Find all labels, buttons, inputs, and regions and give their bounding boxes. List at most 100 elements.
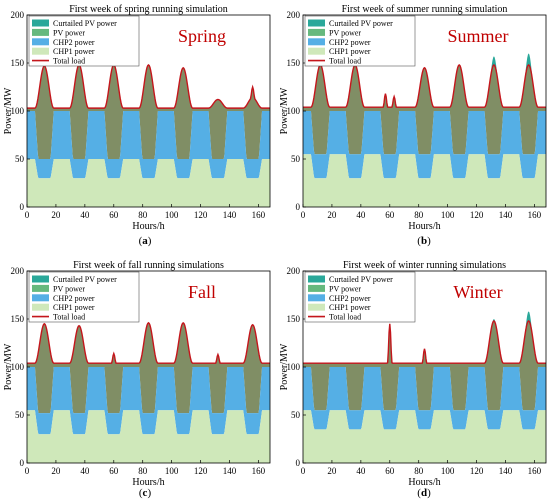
- y-tick-label: 100: [11, 106, 25, 116]
- chp2-power-area: [303, 111, 546, 179]
- legend-swatch: [308, 275, 325, 283]
- legend-label: Total load: [329, 57, 361, 66]
- x-tick-label: 160: [528, 466, 542, 476]
- legend-label: Total load: [53, 313, 85, 322]
- legend-swatch: [308, 19, 325, 27]
- legend-swatch: [32, 303, 49, 311]
- legend-swatch: [308, 28, 325, 36]
- x-tick-label: 0: [25, 466, 30, 476]
- y-tick-label: 50: [291, 410, 301, 420]
- chart-title: First week of fall running simulations: [73, 260, 224, 271]
- y-tick-label: 150: [287, 314, 301, 324]
- legend-swatch: [32, 19, 49, 27]
- chart-title: First week of spring running simulation: [69, 4, 228, 15]
- panel-label: (d): [417, 487, 431, 499]
- y-tick-label: 150: [287, 58, 301, 68]
- y-tick-label: 150: [11, 58, 25, 68]
- x-tick-label: 120: [470, 210, 484, 220]
- y-tick-label: 0: [296, 458, 301, 468]
- x-axis-label: Hours/h: [408, 221, 440, 232]
- legend-label: Curtailed PV power: [329, 19, 393, 28]
- legend-label: CHP1 power: [329, 47, 371, 56]
- x-axis-label: Hours/h: [132, 221, 164, 232]
- total-load-line: [303, 64, 546, 108]
- legend-swatch: [32, 275, 49, 283]
- x-tick-label: 80: [138, 466, 148, 476]
- legend-label: CHP1 power: [53, 303, 95, 312]
- legend-label: CHP2 power: [53, 38, 95, 47]
- x-tick-label: 20: [51, 210, 61, 220]
- legend-label: PV power: [329, 284, 361, 293]
- y-tick-label: 200: [11, 266, 25, 276]
- season-label: Fall: [188, 282, 216, 302]
- chp2-power-area: [27, 367, 270, 435]
- y-axis-label: Power/MW: [279, 343, 290, 390]
- y-axis-label: Power/MW: [3, 343, 14, 390]
- x-tick-label: 80: [414, 210, 424, 220]
- legend-swatch: [32, 47, 49, 55]
- y-tick-label: 200: [287, 10, 301, 20]
- x-tick-label: 60: [109, 210, 119, 220]
- x-tick-label: 40: [356, 466, 366, 476]
- legend-label: Total load: [53, 57, 85, 66]
- legend-swatch: [308, 303, 325, 311]
- x-tick-label: 40: [356, 210, 366, 220]
- legend-swatch: [32, 38, 49, 46]
- chp1-power-area: [27, 159, 270, 207]
- chart-panel-1: 0 20 40 60 80 100 120 140 160 0 50 100 150 200 First w…: [3, 4, 271, 247]
- x-tick-label: 0: [301, 210, 306, 220]
- legend-swatch: [32, 28, 49, 36]
- y-tick-label: 0: [20, 458, 25, 468]
- y-tick-label: 100: [287, 106, 301, 116]
- legend-label: CHP2 power: [329, 38, 371, 47]
- x-tick-label: 20: [51, 466, 61, 476]
- panel-label: (c): [139, 487, 152, 499]
- pv-power-area: [27, 322, 270, 414]
- y-tick-label: 0: [296, 202, 301, 212]
- legend-label: PV power: [53, 28, 85, 37]
- y-axis-label: Power/MW: [3, 87, 14, 134]
- y-tick-label: 200: [287, 266, 301, 276]
- chp1-power-area: [303, 154, 546, 207]
- chp2-power-area: [27, 111, 270, 179]
- x-tick-label: 20: [327, 210, 337, 220]
- legend-label: PV power: [53, 284, 85, 293]
- chp2-power-area: [303, 367, 546, 430]
- x-tick-label: 80: [138, 210, 148, 220]
- legend-swatch: [32, 284, 49, 292]
- x-tick-label: 40: [80, 210, 90, 220]
- x-tick-label: 160: [252, 210, 266, 220]
- chart-title: First week of winter running simulations: [343, 260, 506, 271]
- legend-label: Total load: [329, 313, 361, 322]
- chart-panel-2: 0 20 40 60 80 100 120 140 160 0 50 100 150 200 First w…: [279, 4, 547, 247]
- x-tick-label: 140: [223, 210, 237, 220]
- x-tick-label: 160: [528, 210, 542, 220]
- total-load-line: [27, 321, 270, 364]
- legend-label: Curtailed PV power: [53, 19, 117, 28]
- legend-label: CHP2 power: [329, 294, 371, 303]
- legend-swatch: [32, 294, 49, 302]
- legend-label: CHP1 power: [329, 303, 371, 312]
- panel-label: (b): [417, 235, 431, 247]
- x-tick-label: 100: [441, 210, 455, 220]
- y-tick-label: 0: [20, 202, 25, 212]
- x-tick-label: 100: [441, 466, 455, 476]
- x-tick-label: 60: [385, 466, 395, 476]
- x-tick-label: 160: [252, 466, 266, 476]
- y-tick-label: 150: [11, 314, 25, 324]
- y-tick-label: 50: [15, 410, 25, 420]
- legend-label: CHP1 power: [53, 47, 95, 56]
- season-label: Winter: [453, 282, 502, 302]
- chart-title: First week of summer running simulation: [342, 4, 508, 15]
- legend-swatch: [308, 47, 325, 55]
- x-tick-label: 120: [470, 466, 484, 476]
- legend-swatch: [308, 284, 325, 292]
- pv-power-area: [303, 64, 546, 155]
- chp1-power-area: [303, 410, 546, 463]
- legend-swatch: [308, 38, 325, 46]
- y-tick-label: 200: [11, 10, 25, 20]
- legend-swatch: [308, 294, 325, 302]
- x-tick-label: 100: [165, 466, 179, 476]
- season-label: Spring: [178, 26, 226, 46]
